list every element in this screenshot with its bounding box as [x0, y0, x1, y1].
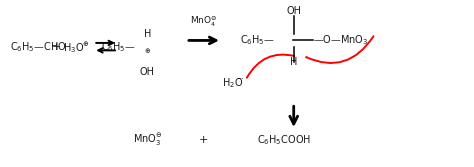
Text: C$_6$H$_5$—: C$_6$H$_5$—	[240, 34, 275, 47]
Text: MnO$_4^{\ominus}$: MnO$_4^{\ominus}$	[190, 15, 218, 29]
Text: $^{\oplus}$: $^{\oplus}$	[144, 49, 151, 59]
Text: OH: OH	[286, 6, 301, 16]
Text: —O—MnO$_3$: —O—MnO$_3$	[313, 34, 368, 47]
FancyArrowPatch shape	[306, 36, 374, 63]
Text: +: +	[199, 135, 209, 145]
Text: +: +	[52, 42, 61, 52]
Text: C$_6$H$_5$—CHO: C$_6$H$_5$—CHO	[10, 40, 67, 54]
FancyArrowPatch shape	[247, 55, 294, 78]
Text: H: H	[290, 57, 297, 67]
Text: H$_2$Ö: H$_2$Ö	[222, 77, 243, 90]
Text: ··: ··	[238, 75, 244, 84]
Text: C$_6$H$_5$COOH: C$_6$H$_5$COOH	[257, 133, 311, 147]
Text: C$_6$H$_5$—: C$_6$H$_5$—	[101, 40, 136, 54]
Text: OH: OH	[140, 67, 155, 77]
Text: H: H	[144, 29, 151, 39]
Text: H$_3$O$^{\oplus}$: H$_3$O$^{\oplus}$	[63, 40, 90, 54]
Text: MnO$_3^{\ominus}$: MnO$_3^{\ominus}$	[133, 132, 162, 148]
